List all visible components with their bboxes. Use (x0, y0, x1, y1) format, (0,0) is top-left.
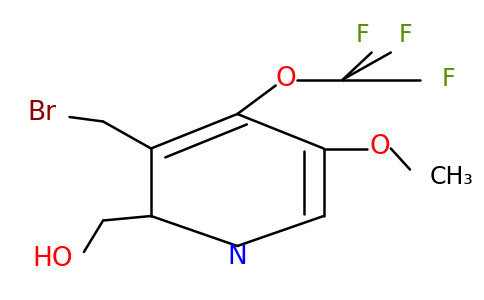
Text: F: F (355, 22, 369, 46)
Text: F: F (441, 68, 455, 92)
Text: CH₃: CH₃ (429, 165, 473, 189)
Text: Br: Br (28, 100, 57, 125)
Text: O: O (276, 67, 297, 92)
Text: F: F (398, 22, 412, 46)
Text: O: O (370, 134, 391, 160)
Text: N: N (227, 244, 247, 269)
Text: HO: HO (32, 247, 73, 272)
